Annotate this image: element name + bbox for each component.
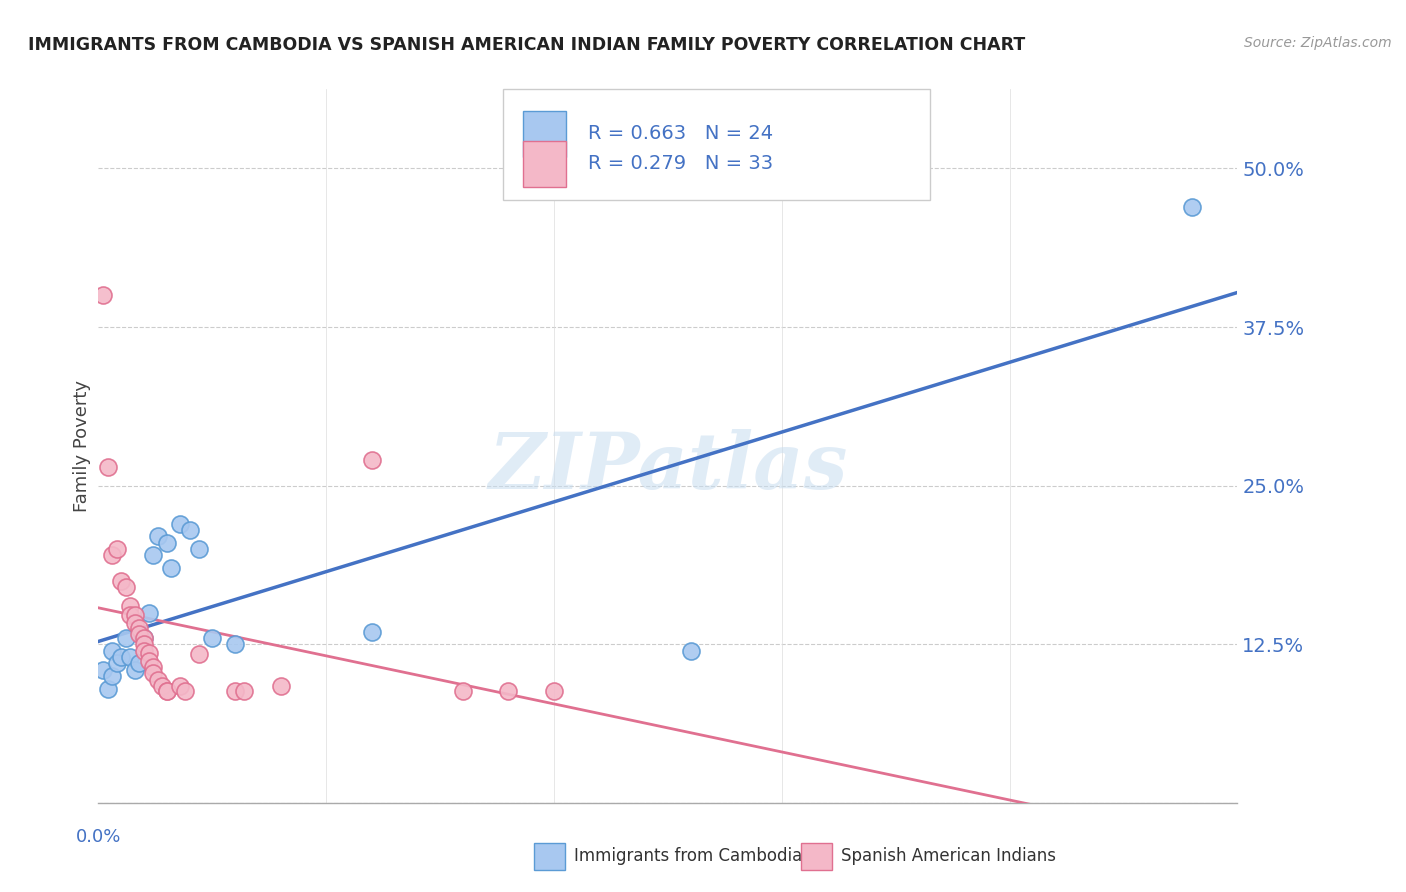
Point <box>128 627 150 641</box>
Text: 0.0%: 0.0% <box>76 828 121 846</box>
Point <box>156 684 179 698</box>
Point <box>128 621 150 635</box>
Text: R = 0.663   N = 24: R = 0.663 N = 24 <box>588 124 773 144</box>
Point <box>224 684 246 698</box>
Point <box>105 657 128 671</box>
Point <box>498 684 520 698</box>
FancyBboxPatch shape <box>523 111 567 157</box>
Point <box>114 580 136 594</box>
Point <box>187 542 209 557</box>
Point <box>138 646 160 660</box>
Point <box>120 599 142 614</box>
Point <box>120 608 142 623</box>
Point <box>360 624 382 639</box>
Text: Spanish American Indians: Spanish American Indians <box>841 847 1056 865</box>
Point <box>101 643 124 657</box>
Point <box>174 684 197 698</box>
Point <box>101 549 124 563</box>
Point <box>91 288 114 302</box>
FancyBboxPatch shape <box>503 89 929 200</box>
Point <box>132 637 155 651</box>
Point <box>110 574 132 588</box>
Point <box>169 516 191 531</box>
Point <box>105 542 128 557</box>
Point <box>96 681 118 696</box>
Point <box>543 684 565 698</box>
Point <box>142 660 165 674</box>
Point <box>120 649 142 664</box>
Y-axis label: Family Poverty: Family Poverty <box>73 380 91 512</box>
Point <box>138 606 160 620</box>
Point <box>91 663 114 677</box>
Point <box>142 666 165 681</box>
Point <box>132 631 155 645</box>
Point <box>124 615 146 630</box>
Text: Immigrants from Cambodia: Immigrants from Cambodia <box>574 847 801 865</box>
Point <box>146 673 169 687</box>
Point <box>110 649 132 664</box>
Point <box>360 453 382 467</box>
Point <box>96 459 118 474</box>
Point <box>132 631 155 645</box>
Point <box>187 648 209 662</box>
Point <box>201 631 224 645</box>
Text: IMMIGRANTS FROM CAMBODIA VS SPANISH AMERICAN INDIAN FAMILY POVERTY CORRELATION C: IMMIGRANTS FROM CAMBODIA VS SPANISH AMER… <box>28 36 1025 54</box>
Point <box>179 523 201 537</box>
Point <box>451 684 474 698</box>
Text: Source: ZipAtlas.com: Source: ZipAtlas.com <box>1244 36 1392 50</box>
Point <box>233 684 256 698</box>
Point <box>146 529 169 543</box>
Point <box>138 654 160 668</box>
Point <box>156 535 179 549</box>
Point <box>142 549 165 563</box>
Point <box>114 631 136 645</box>
Point <box>124 663 146 677</box>
Text: ZIPatlas: ZIPatlas <box>488 429 848 506</box>
Point <box>132 643 155 657</box>
Point <box>150 679 173 693</box>
FancyBboxPatch shape <box>523 141 567 187</box>
Point <box>124 608 146 623</box>
Point <box>160 561 183 575</box>
Point <box>224 637 246 651</box>
Point <box>128 657 150 671</box>
Point <box>1181 200 1204 214</box>
Point <box>101 669 124 683</box>
Point <box>270 679 292 693</box>
Point <box>679 643 702 657</box>
Point <box>156 684 179 698</box>
Point <box>169 679 191 693</box>
Text: R = 0.279   N = 33: R = 0.279 N = 33 <box>588 154 773 173</box>
